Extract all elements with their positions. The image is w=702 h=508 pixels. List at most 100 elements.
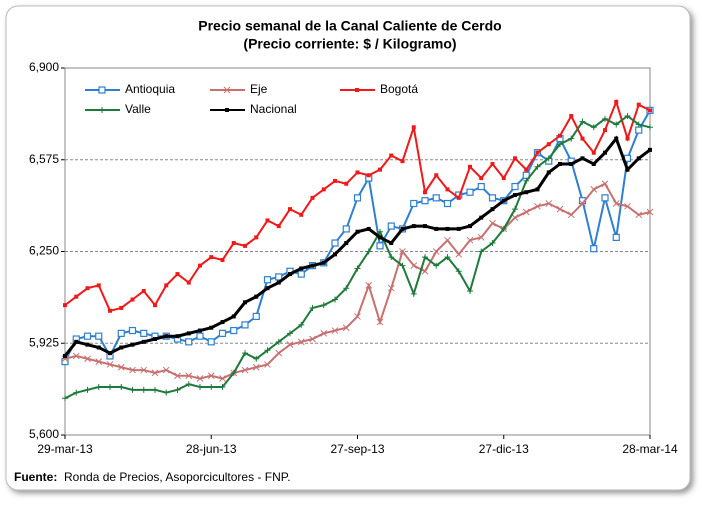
x-tick-label: 28-jun-13 <box>186 442 237 456</box>
marker <box>254 294 259 299</box>
marker <box>534 202 541 210</box>
marker <box>197 384 203 391</box>
marker <box>153 337 157 342</box>
marker <box>423 190 427 195</box>
x-tick-label: 27-sep-13 <box>330 442 384 456</box>
marker <box>511 182 519 191</box>
marker <box>108 351 112 356</box>
marker <box>342 225 350 233</box>
marker <box>421 197 429 205</box>
marker <box>591 161 596 166</box>
marker <box>410 199 418 208</box>
marker <box>288 207 292 212</box>
marker <box>636 156 641 161</box>
marker <box>140 386 147 393</box>
marker <box>648 108 652 113</box>
marker <box>265 286 270 291</box>
marker <box>310 195 315 200</box>
marker <box>422 254 428 261</box>
marker <box>72 352 80 360</box>
marker <box>219 375 226 382</box>
marker <box>309 304 316 311</box>
marker <box>333 252 337 257</box>
marker <box>118 384 125 391</box>
y-tick-label: 5,925 <box>29 335 59 349</box>
marker <box>635 211 643 219</box>
marker <box>647 124 653 131</box>
marker <box>445 187 450 192</box>
marker <box>252 363 260 371</box>
marker <box>263 276 272 284</box>
marker <box>185 372 193 380</box>
marker <box>332 296 338 303</box>
marker <box>231 241 236 246</box>
marker <box>466 236 474 244</box>
marker <box>220 320 225 325</box>
x-tick-label: 29-mar-13 <box>37 442 93 456</box>
marker <box>63 353 67 358</box>
marker <box>635 126 643 134</box>
marker <box>85 342 90 347</box>
marker <box>117 329 125 337</box>
marker <box>558 161 562 166</box>
marker <box>410 262 418 269</box>
marker <box>468 164 472 169</box>
marker <box>310 263 315 268</box>
marker <box>241 366 249 374</box>
marker <box>185 381 192 388</box>
marker <box>477 234 485 241</box>
marker <box>477 182 485 191</box>
marker <box>569 161 574 166</box>
marker <box>376 242 384 250</box>
marker <box>207 338 215 346</box>
marker <box>567 211 575 219</box>
marker <box>488 194 497 202</box>
chart-subtitle: (Precio corriente: $ / Kilogramo) <box>243 36 456 52</box>
marker <box>500 225 507 232</box>
marker <box>74 294 79 299</box>
marker <box>73 389 80 396</box>
marker <box>400 159 405 164</box>
marker <box>534 163 541 170</box>
marker <box>141 339 146 344</box>
marker <box>252 312 260 321</box>
marker <box>591 150 596 155</box>
marker <box>196 332 204 340</box>
marker <box>264 361 271 368</box>
marker <box>523 177 530 184</box>
marker <box>400 226 405 231</box>
marker <box>455 250 463 258</box>
marker <box>96 345 101 350</box>
marker <box>411 125 416 130</box>
marker <box>489 240 496 247</box>
legend-label: Antioquia <box>125 82 175 96</box>
marker <box>74 339 79 344</box>
marker <box>297 270 305 278</box>
marker <box>613 121 620 128</box>
marker <box>218 329 227 337</box>
marker <box>466 188 474 196</box>
marker <box>635 121 642 128</box>
marker <box>140 329 148 337</box>
marker <box>423 224 427 229</box>
marker <box>569 113 574 118</box>
marker <box>612 200 620 207</box>
marker <box>140 366 148 374</box>
legend-label: Nacional <box>250 102 297 116</box>
marker <box>433 262 440 269</box>
x-tick-label: 28-mar-14 <box>622 442 678 456</box>
x-tick-label: 27-dic-13 <box>479 442 529 456</box>
marker <box>286 341 294 349</box>
marker <box>501 176 506 181</box>
marker <box>63 303 67 308</box>
marker <box>353 194 362 202</box>
marker <box>546 142 551 147</box>
marker <box>320 330 328 337</box>
legend-label: Bogotá <box>380 82 418 96</box>
marker <box>196 375 204 382</box>
marker <box>174 372 181 380</box>
marker <box>614 99 619 104</box>
y-tick-label: 6,575 <box>29 152 59 166</box>
